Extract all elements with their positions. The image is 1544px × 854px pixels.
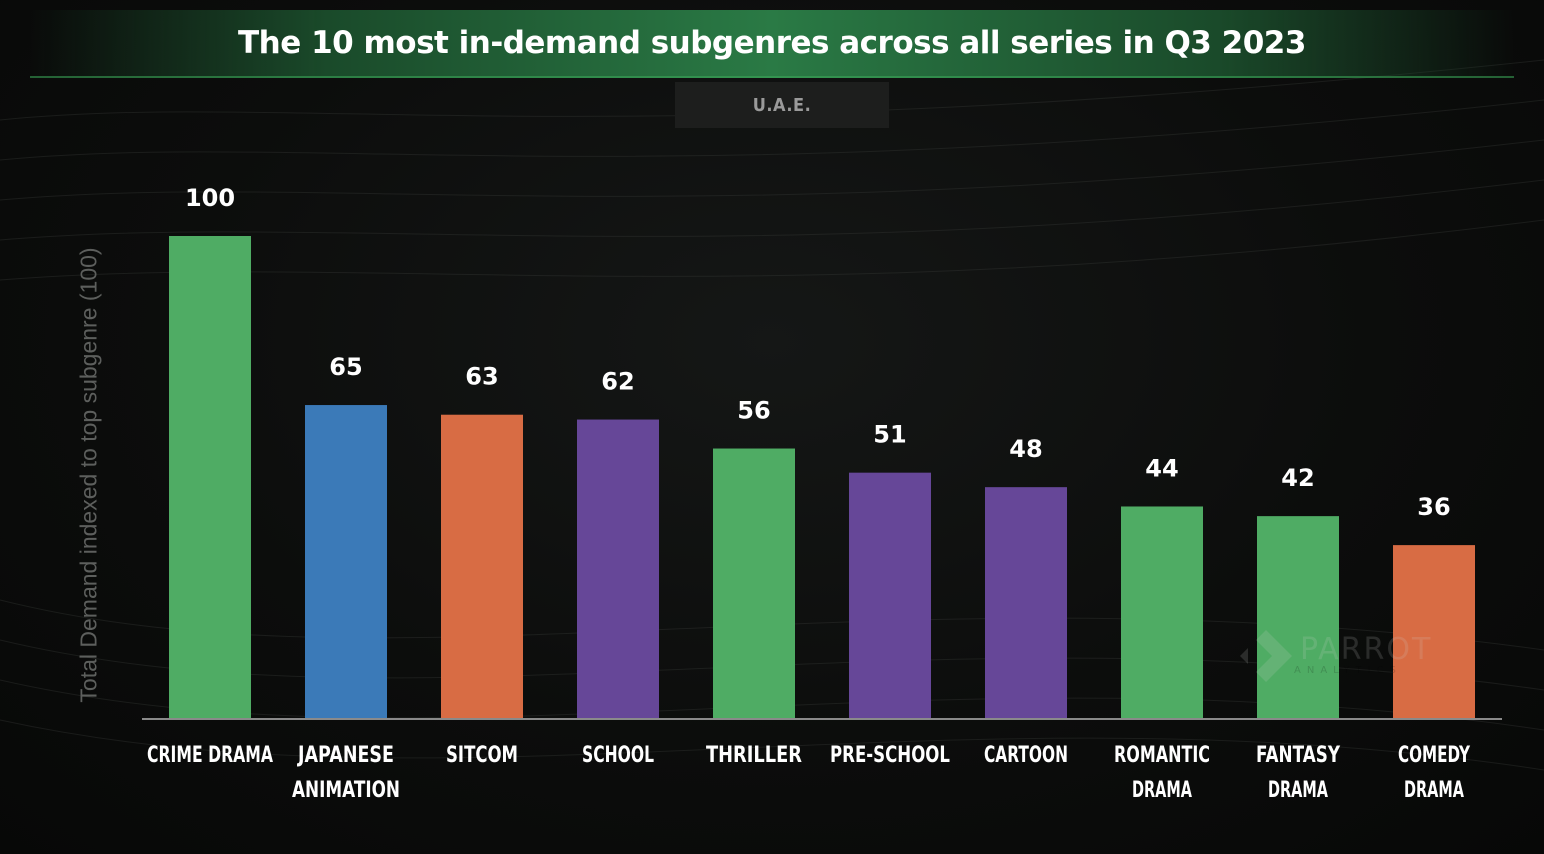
value-labels: 100 65 63 62 56 51 48 44 42 36 (185, 184, 1451, 521)
watermark-sub: ANALYTICS (1294, 665, 1402, 676)
parrot-analytics-watermark: PARROT ANALYTICS (1238, 628, 1432, 684)
bar-4 (713, 448, 795, 719)
value-label-6: 48 (1009, 435, 1042, 463)
bar-0 (169, 236, 251, 719)
category-labels: CRIME DRAMA JAPANESE ANIMATION SITCOM SCHOOL… (147, 743, 1471, 803)
value-label-0: 100 (185, 184, 235, 212)
bar-7 (1121, 506, 1203, 719)
bar-1 (305, 405, 387, 719)
category-label-3: SCHOOL (582, 743, 654, 768)
region-tag: U.A.E. (675, 82, 889, 128)
category-label-2: SITCOM (446, 743, 518, 768)
watermark-brand: PARROT (1300, 632, 1433, 667)
category-label-0: CRIME DRAMA (147, 743, 273, 768)
value-label-7: 44 (1145, 454, 1178, 482)
bar-9 (1393, 545, 1475, 719)
bar-6 (985, 487, 1067, 719)
value-label-9: 36 (1417, 493, 1450, 521)
category-label-7: ROMANTIC DRAMA (1114, 743, 1210, 803)
value-label-8: 42 (1281, 464, 1314, 492)
value-label-1: 65 (329, 353, 362, 381)
value-label-2: 63 (465, 363, 498, 391)
value-label-4: 56 (737, 397, 770, 425)
bar-5 (849, 472, 931, 719)
bar-8 (1257, 516, 1339, 719)
value-label-3: 62 (601, 368, 634, 396)
category-label-1: JAPANESE ANIMATION (292, 743, 400, 803)
parrot-logo-icon (1240, 630, 1292, 682)
value-label-5: 51 (873, 421, 906, 449)
category-label-4: THRILLER (706, 743, 802, 768)
category-label-5: PRE-SCHOOL (830, 743, 950, 768)
region-label: U.A.E. (752, 94, 812, 116)
chart-title: The 10 most in-demand subgenres across a… (238, 25, 1306, 61)
title-banner: The 10 most in-demand subgenres across a… (30, 10, 1514, 78)
bar-2 (441, 414, 523, 719)
category-label-6: CARTOON (984, 743, 1068, 768)
bars-layer (169, 236, 1475, 719)
category-label-9: COMEDY DRAMA (1398, 743, 1471, 803)
category-label-8: FANTASY DRAMA (1256, 743, 1341, 803)
bar-3 (577, 419, 659, 719)
